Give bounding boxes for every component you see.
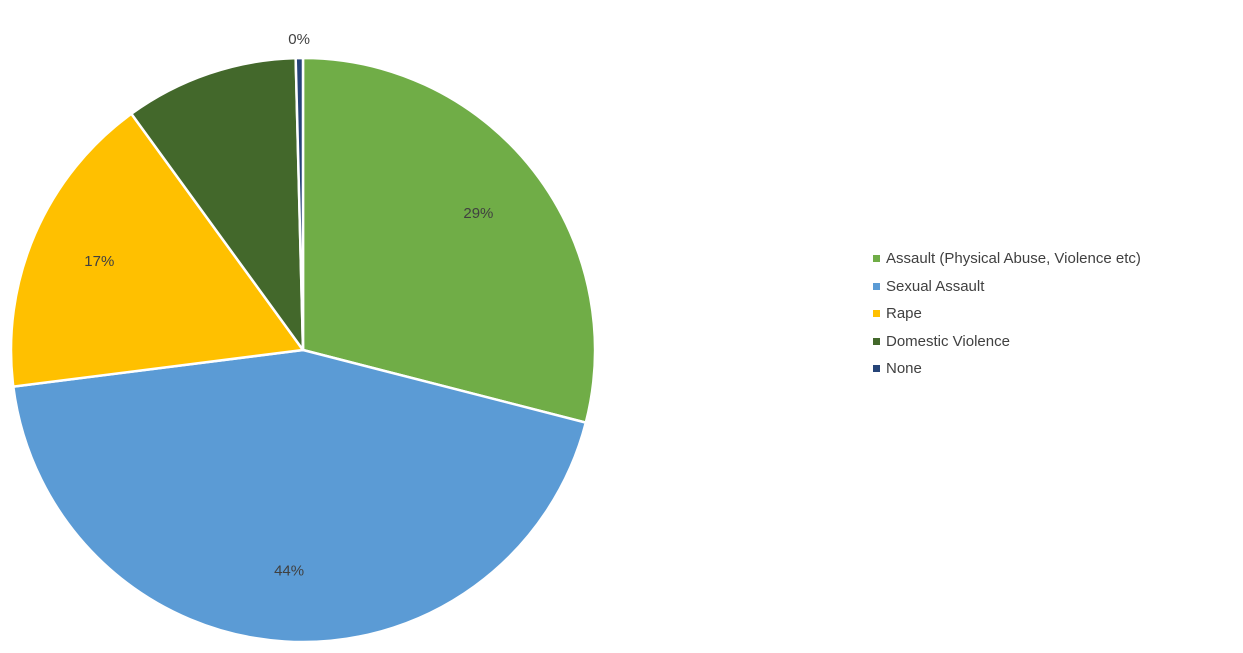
pie-slices	[9, 56, 597, 644]
legend-label: Rape	[886, 305, 922, 322]
pie-slice-rape	[9, 112, 305, 388]
legend-swatch	[873, 282, 880, 290]
legend-label: Domestic Violence	[886, 332, 1010, 350]
data-label-sexual-assault: 44%	[274, 562, 304, 579]
legend-item-none: None	[873, 358, 1141, 379]
data-label-none: 0%	[288, 31, 310, 48]
legend-label: None	[886, 360, 922, 377]
pie-data-labels: 29% 44% 17% 0%	[84, 31, 493, 580]
legend-swatch	[873, 365, 880, 372]
data-label-assault-physical-abuse-violence-etc: 29%	[463, 205, 493, 222]
pie-slice-domestic-violence	[130, 56, 305, 352]
legend-label: Assault (Physical Abuse, Violence etc)	[886, 250, 1141, 267]
data-label-rape: 17%	[84, 253, 114, 270]
legend-swatch	[873, 310, 880, 317]
legend-item-sexual-assault: Sexual Assault	[873, 276, 1141, 297]
legend-item-domestic-violence: Domestic Violence	[873, 331, 1141, 352]
legend-swatch	[873, 337, 880, 345]
legend-item-assault: Assault (Physical Abuse, Violence etc)	[873, 248, 1141, 269]
pie-slice-assault-physical-abuse-violence-etc	[301, 56, 597, 424]
legend-swatch	[873, 255, 880, 262]
pie-slice-none	[294, 56, 305, 352]
legend-item-rape: Rape	[873, 303, 1141, 324]
chart-legend: Assault (Physical Abuse, Violence etc) S…	[873, 248, 1141, 386]
pie-slice-sexual-assault	[12, 348, 588, 644]
legend-label: Sexual Assault	[886, 277, 985, 295]
